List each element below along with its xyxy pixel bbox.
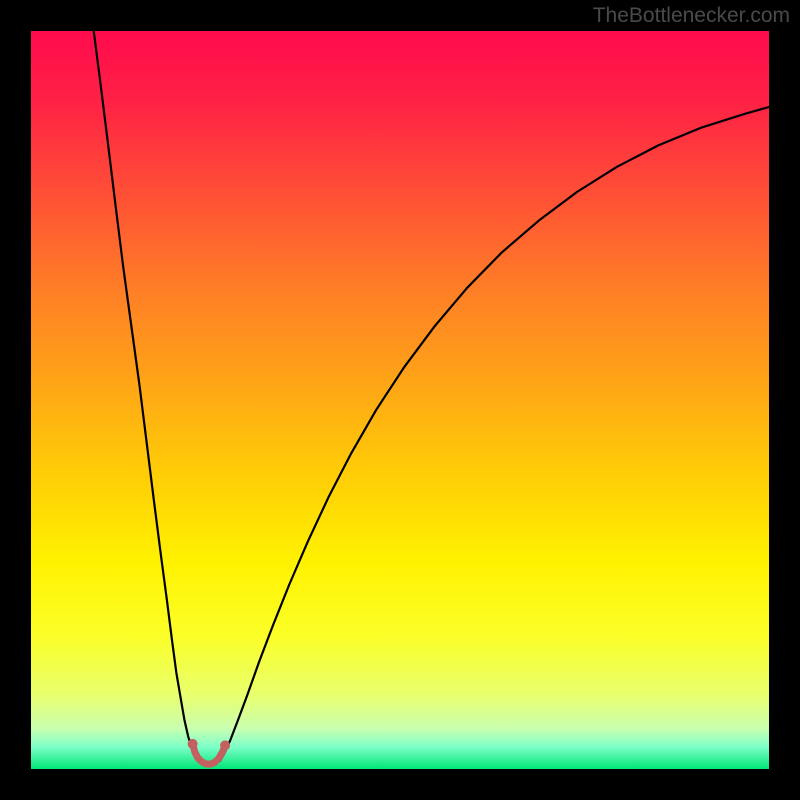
chart-svg xyxy=(0,0,800,800)
chart-stage: TheBottlenecker.com xyxy=(0,0,800,800)
u-marker-end-1 xyxy=(220,740,230,750)
watermark-text: TheBottlenecker.com xyxy=(593,4,790,28)
u-marker-end-0 xyxy=(188,739,198,749)
